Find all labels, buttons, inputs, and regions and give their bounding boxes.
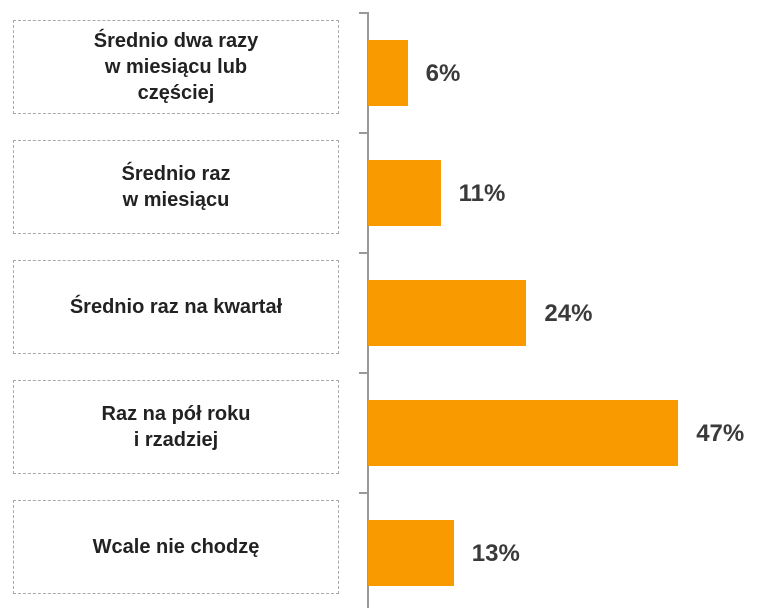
category-label: Wcale nie chodzę (13, 500, 339, 594)
category-axis (367, 12, 369, 608)
category-label: Raz na pół roku i rzadziej (13, 380, 339, 474)
category-tick (359, 12, 368, 14)
bar (368, 280, 527, 346)
value-label: 47% (696, 420, 745, 447)
bar (368, 400, 679, 466)
bar (368, 520, 454, 586)
value-label: 13% (471, 540, 520, 567)
value-label: 11% (458, 180, 506, 207)
bar (368, 40, 408, 106)
category-label: Średnio raz w miesiącu (13, 140, 339, 234)
bar (368, 160, 441, 226)
category-label: Średnio raz na kwartał (13, 260, 339, 354)
category-tick (359, 372, 368, 374)
value-label: 6% (425, 60, 461, 87)
value-label: 24% (544, 300, 593, 327)
category-label: Średnio dwa razy w miesiącu lub częściej (13, 20, 339, 114)
category-tick (359, 132, 368, 134)
category-tick (359, 492, 368, 494)
category-tick (359, 252, 368, 254)
